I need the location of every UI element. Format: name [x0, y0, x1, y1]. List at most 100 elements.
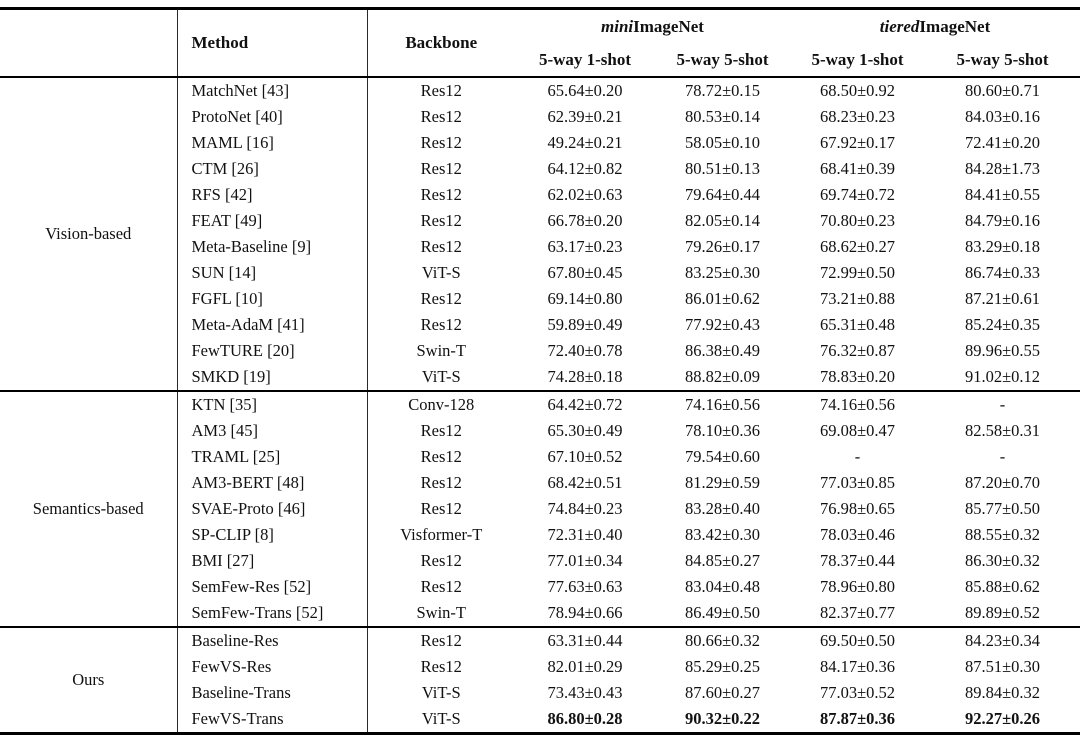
value-cell: 80.53±0.14: [684, 107, 761, 126]
value-cell: 83.04±0.48: [684, 577, 761, 596]
value-cell: 82.05±0.14: [684, 211, 761, 230]
table-row: CTM [26] Res12 64.12±0.82 80.51±0.13 68.41±0…: [0, 156, 1080, 182]
value-cell: 65.30±0.49: [547, 421, 623, 440]
method-cell: CTM [26]: [176, 156, 368, 182]
table-row: AM3-BERT [48] Res12 68.42±0.51 81.29±0.59 77…: [0, 470, 1080, 496]
value-cell: 80.51±0.13: [684, 159, 761, 178]
table-row: ProtoNet [40] Res12 62.39±0.21 80.53±0.14 68…: [0, 104, 1080, 130]
method-column-header: Method: [176, 8, 368, 78]
value-cell: 72.41±0.20: [964, 133, 1041, 152]
backbone-cell: ViT-S: [421, 683, 461, 702]
value-cell: 66.78±0.20: [547, 211, 623, 230]
backbone-cell: Conv-128: [367, 390, 515, 418]
value-cell: 87.20±0.70: [964, 473, 1041, 492]
table-row: Meta-AdaM [41] Res12 59.89±0.49 77.92±0.43 6…: [0, 312, 1080, 338]
value-cell: 86.80±0.28: [547, 709, 623, 728]
value-cell: 87.21±0.61: [964, 289, 1041, 308]
section-label: Ours: [0, 626, 177, 734]
header-row-shots: 5-way 1-shot 5-way 5-shot 5-way 1-shot 5…: [0, 44, 1080, 78]
value-cell: 85.29±0.25: [684, 657, 761, 676]
backbone-cell: Res12: [420, 107, 462, 126]
backbone-cell: Res12: [420, 211, 462, 230]
value-cell: 72.99±0.50: [819, 263, 896, 282]
method-cell: KTN [35]: [176, 390, 368, 418]
backbone-cell: Res12: [420, 237, 462, 256]
mini-5shot-header: 5-way 5-shot: [655, 44, 790, 78]
table-row: FewVS-Res Res12 82.01±0.29 85.29±0.25 84.17±…: [0, 654, 1080, 680]
table-row: RFS [42] Res12 62.02±0.63 79.64±0.44 69.74±0…: [0, 182, 1080, 208]
method-cell: SUN [14]: [176, 260, 368, 286]
value-cell: 58.05±0.10: [684, 133, 761, 152]
table-row: Baseline-Trans ViT-S 73.43±0.43 87.60±0.27 7…: [0, 680, 1080, 706]
value-cell: 65.31±0.48: [819, 315, 896, 334]
value-cell: 72.40±0.78: [547, 341, 623, 360]
value-cell: 67.80±0.45: [547, 263, 623, 282]
mini-imagenet-header: miniImageNet: [515, 9, 790, 45]
backbone-cell: ViT-S: [421, 709, 461, 728]
value-cell: 78.37±0.44: [819, 551, 896, 570]
value-cell: 87.87±0.36: [819, 709, 896, 728]
value-cell: 86.01±0.62: [684, 289, 761, 308]
table-row: SVAE-Proto [46] Res12 74.84±0.23 83.28±0.40…: [0, 496, 1080, 522]
value-cell: 79.64±0.44: [684, 185, 761, 204]
value-cell: 84.23±0.34: [925, 626, 1080, 654]
backbone-column-header: Backbone: [367, 8, 515, 78]
value-cell: 76.32±0.87: [819, 341, 896, 360]
value-cell: 68.23±0.23: [819, 107, 896, 126]
value-cell: 69.14±0.80: [547, 289, 623, 308]
mini-imagenet-italic-part: mini: [601, 17, 634, 36]
section-label: Semantics-based: [0, 390, 177, 627]
method-cell: FewVS-Res: [176, 654, 368, 680]
value-cell: -: [925, 390, 1080, 418]
value-cell: 68.42±0.51: [547, 473, 623, 492]
value-cell: 76.98±0.65: [819, 499, 896, 518]
tiered-imagenet-italic-part: tiered: [879, 17, 920, 36]
value-cell: 63.17±0.23: [547, 237, 623, 256]
value-cell: 67.92±0.17: [819, 133, 896, 152]
value-cell: 64.12±0.82: [547, 159, 623, 178]
method-cell: Meta-AdaM [41]: [176, 312, 368, 338]
backbone-cell: Res12: [420, 447, 462, 466]
mini-1shot-header: 5-way 1-shot: [515, 44, 655, 78]
value-cell: 80.60±0.71: [964, 81, 1041, 100]
table-row: BMI [27] Res12 77.01±0.34 84.85±0.27 78.37±0…: [0, 548, 1080, 574]
table-row: FewVS-Trans ViT-S 86.80±0.28 90.32±0.22 87.8…: [0, 706, 1080, 734]
backbone-cell: Res12: [420, 577, 462, 596]
backbone-cell: Swin-T: [416, 603, 467, 622]
value-cell: 69.74±0.72: [819, 185, 896, 204]
value-cell: 62.39±0.21: [547, 107, 623, 126]
method-cell: SemFew-Trans [52]: [176, 600, 368, 627]
value-cell: 65.64±0.20: [547, 81, 623, 100]
value-cell: 79.54±0.60: [684, 447, 761, 466]
value-cell: 92.27±0.26: [964, 709, 1041, 728]
tiered-5shot-header: 5-way 5-shot: [925, 44, 1080, 78]
backbone-cell: Res12: [420, 185, 462, 204]
value-cell: 63.31±0.44: [515, 626, 655, 654]
value-cell: 85.77±0.50: [964, 499, 1041, 518]
method-cell: SMKD [19]: [176, 364, 368, 391]
value-cell: 69.08±0.47: [819, 421, 896, 440]
table-row: SemFew-Trans [52] Swin-T 78.94±0.66 86.49±0…: [0, 600, 1080, 627]
value-cell: 77.03±0.85: [819, 473, 896, 492]
value-cell: 84.17±0.36: [819, 657, 896, 676]
value-cell: 77.01±0.34: [547, 551, 623, 570]
backbone-cell: Visformer-T: [400, 525, 483, 544]
method-cell: TRAML [25]: [176, 444, 368, 470]
value-cell: 84.03±0.16: [964, 107, 1041, 126]
table-row: SP-CLIP [8] Visformer-T 72.31±0.40 83.42±0.…: [0, 522, 1080, 548]
table-row: Semantics-based KTN [35] Conv-128 64.42±0.7…: [0, 390, 1080, 627]
value-cell: 74.16±0.56: [655, 390, 790, 418]
mini-imagenet-rest-part: ImageNet: [633, 17, 704, 36]
table-row: FEAT [49] Res12 66.78±0.20 82.05±0.14 70.80±…: [0, 208, 1080, 234]
value-cell: 78.03±0.46: [819, 525, 896, 544]
value-cell: 84.41±0.55: [964, 185, 1041, 204]
method-cell: SemFew-Res [52]: [176, 574, 368, 600]
method-cell: FGFL [10]: [176, 286, 368, 312]
value-cell: 90.32±0.22: [684, 709, 761, 728]
table-body: Vision-based MatchNet [43] Res12 65.64±0.20…: [0, 77, 1080, 734]
table-header: Method Backbone miniImageNet tiered Image…: [0, 8, 1080, 78]
value-cell: -: [854, 447, 861, 466]
value-cell: 85.88±0.62: [964, 577, 1041, 596]
value-cell: 86.38±0.49: [684, 341, 761, 360]
value-cell: 87.51±0.30: [964, 657, 1041, 676]
